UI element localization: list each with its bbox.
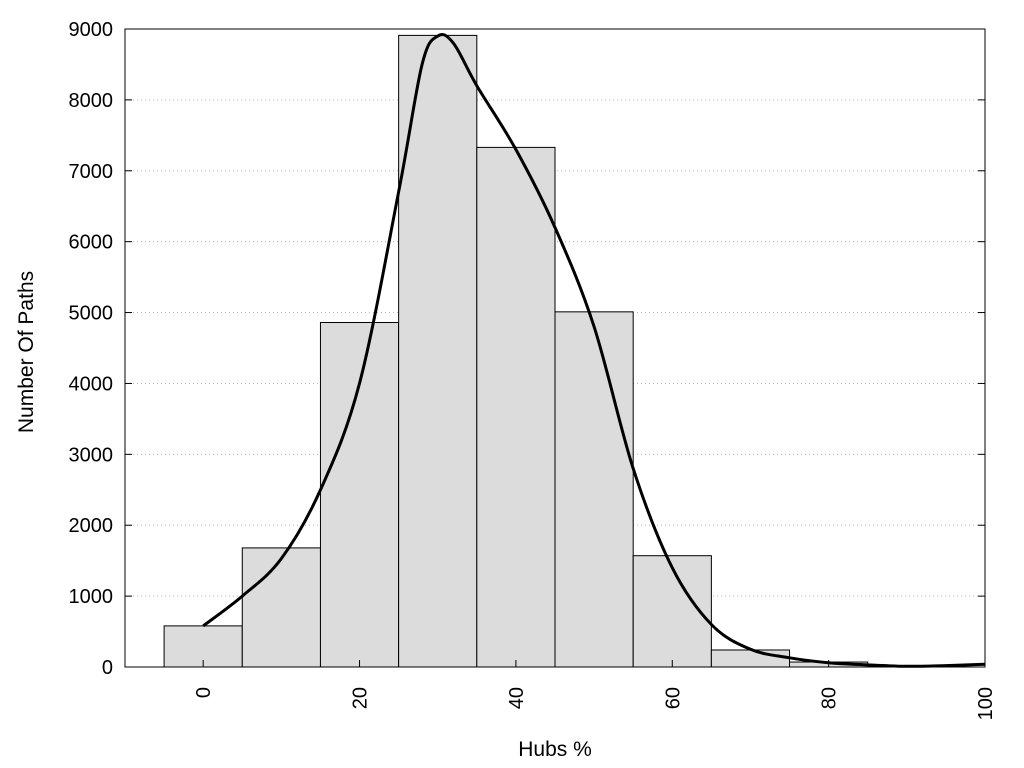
y-tick-label: 0 <box>102 657 113 679</box>
density-curve <box>202 33 986 668</box>
histogram-bar <box>476 146 556 668</box>
histogram-bar <box>241 547 321 668</box>
y-tick-label: 3000 <box>69 444 114 466</box>
histogram-bar <box>554 311 634 668</box>
y-tick-label: 2000 <box>69 515 114 537</box>
x-tick-label: 20 <box>350 687 372 709</box>
x-axis-title: Hubs % <box>518 738 592 761</box>
plot-frame <box>124 28 986 668</box>
density-curve-layer <box>202 33 986 668</box>
y-tick-label: 1000 <box>69 586 114 608</box>
histogram-bar <box>398 34 478 668</box>
x-tick-label: 80 <box>819 687 841 709</box>
y-tick-label: 4000 <box>69 373 114 395</box>
histogram-bar <box>319 321 400 668</box>
y-tick-label: 9000 <box>69 19 114 41</box>
x-tick-label: 100 <box>975 687 997 720</box>
y-tick-label: 8000 <box>69 90 114 112</box>
x-tick-label: 40 <box>506 687 528 709</box>
x-tick-label: 60 <box>662 687 684 709</box>
histogram-bar <box>710 649 791 668</box>
y-axis-title: Number Of Paths <box>15 271 38 433</box>
y-tick-label: 6000 <box>69 232 114 254</box>
grid-layer <box>125 99 985 597</box>
y-tick-label: 7000 <box>69 161 114 183</box>
ticks-layer: 0 1000 2000 3000 4000 5000 6000 7000 8000 9000 0 20… <box>69 19 998 720</box>
y-tick-label: 5000 <box>69 303 114 325</box>
x-tick-label: 0 <box>193 687 215 698</box>
